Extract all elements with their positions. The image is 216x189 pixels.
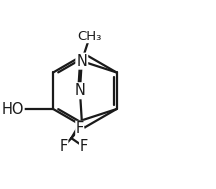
- Text: N: N: [75, 83, 85, 98]
- Text: F: F: [79, 139, 88, 154]
- Text: CH₃: CH₃: [78, 30, 102, 43]
- Text: HO: HO: [2, 101, 24, 117]
- Text: N: N: [76, 54, 87, 69]
- Text: F: F: [76, 121, 84, 136]
- Text: F: F: [60, 139, 68, 154]
